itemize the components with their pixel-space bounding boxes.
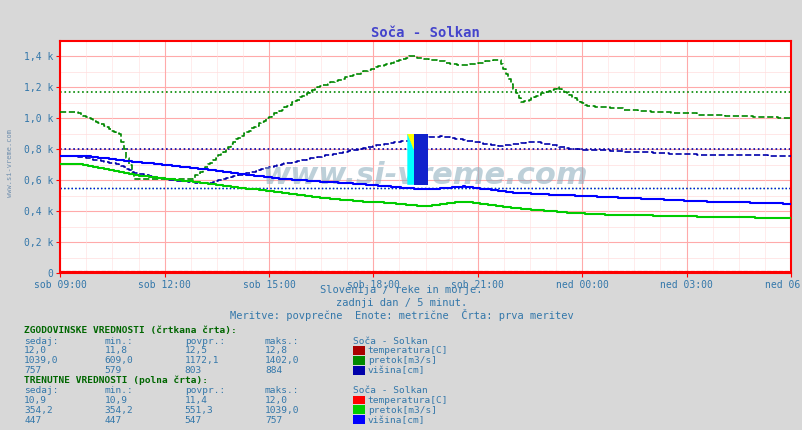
Text: 12,0: 12,0 [24,347,47,356]
Text: 757: 757 [24,366,41,375]
Text: 1172,1: 1172,1 [184,356,219,366]
Text: TRENUTNE VREDNOSTI (polna črta):: TRENUTNE VREDNOSTI (polna črta): [24,375,208,385]
Text: povpr.:: povpr.: [184,386,225,395]
Text: 579: 579 [104,366,121,375]
Text: maks.:: maks.: [265,386,299,395]
Text: pretok[m3/s]: pretok[m3/s] [367,356,436,366]
Text: min.:: min.: [104,386,133,395]
Text: 884: 884 [265,366,282,375]
Text: 10,9: 10,9 [24,396,47,405]
Text: 757: 757 [265,416,282,425]
Text: 551,3: 551,3 [184,406,213,415]
Text: 11,8: 11,8 [104,347,128,356]
Text: 1402,0: 1402,0 [265,356,299,366]
Text: 12,0: 12,0 [265,396,288,405]
Text: 609,0: 609,0 [104,356,133,366]
Text: sedaj:: sedaj: [24,386,59,395]
Text: temperatura[C]: temperatura[C] [367,347,448,356]
Text: višina[cm]: višina[cm] [367,416,425,425]
Text: maks.:: maks.: [265,337,299,346]
Text: 1039,0: 1039,0 [24,356,59,366]
Text: 12,5: 12,5 [184,347,208,356]
Text: Meritve: povprečne  Enote: metrične  Črta: prva meritev: Meritve: povprečne Enote: metrične Črta:… [229,309,573,321]
Text: 447: 447 [24,416,41,425]
Text: 10,9: 10,9 [104,396,128,405]
Text: povpr.:: povpr.: [184,337,225,346]
Text: 354,2: 354,2 [104,406,133,415]
Text: 12,8: 12,8 [265,347,288,356]
Text: temperatura[C]: temperatura[C] [367,396,448,405]
Text: 447: 447 [104,416,121,425]
Text: 803: 803 [184,366,201,375]
Text: sedaj:: sedaj: [24,337,59,346]
Text: pretok[m3/s]: pretok[m3/s] [367,406,436,415]
Text: Soča - Solkan: Soča - Solkan [353,386,427,395]
Title: Soča - Solkan: Soča - Solkan [371,26,480,40]
Polygon shape [407,134,427,185]
Polygon shape [407,134,427,185]
Text: zadnji dan / 5 minut.: zadnji dan / 5 minut. [335,298,467,308]
Text: 11,4: 11,4 [184,396,208,405]
Text: višina[cm]: višina[cm] [367,366,425,375]
Text: www.si-vreme.com: www.si-vreme.com [262,161,588,190]
Polygon shape [414,134,427,185]
Text: 354,2: 354,2 [24,406,53,415]
Text: min.:: min.: [104,337,133,346]
Text: Slovenija / reke in morje.: Slovenija / reke in morje. [320,285,482,295]
Text: 547: 547 [184,416,201,425]
Text: ZGODOVINSKE VREDNOSTI (črtkana črta):: ZGODOVINSKE VREDNOSTI (črtkana črta): [24,326,237,335]
Text: 1039,0: 1039,0 [265,406,299,415]
Text: Soča - Solkan: Soča - Solkan [353,337,427,346]
Text: www.si-vreme.com: www.si-vreme.com [6,129,13,197]
